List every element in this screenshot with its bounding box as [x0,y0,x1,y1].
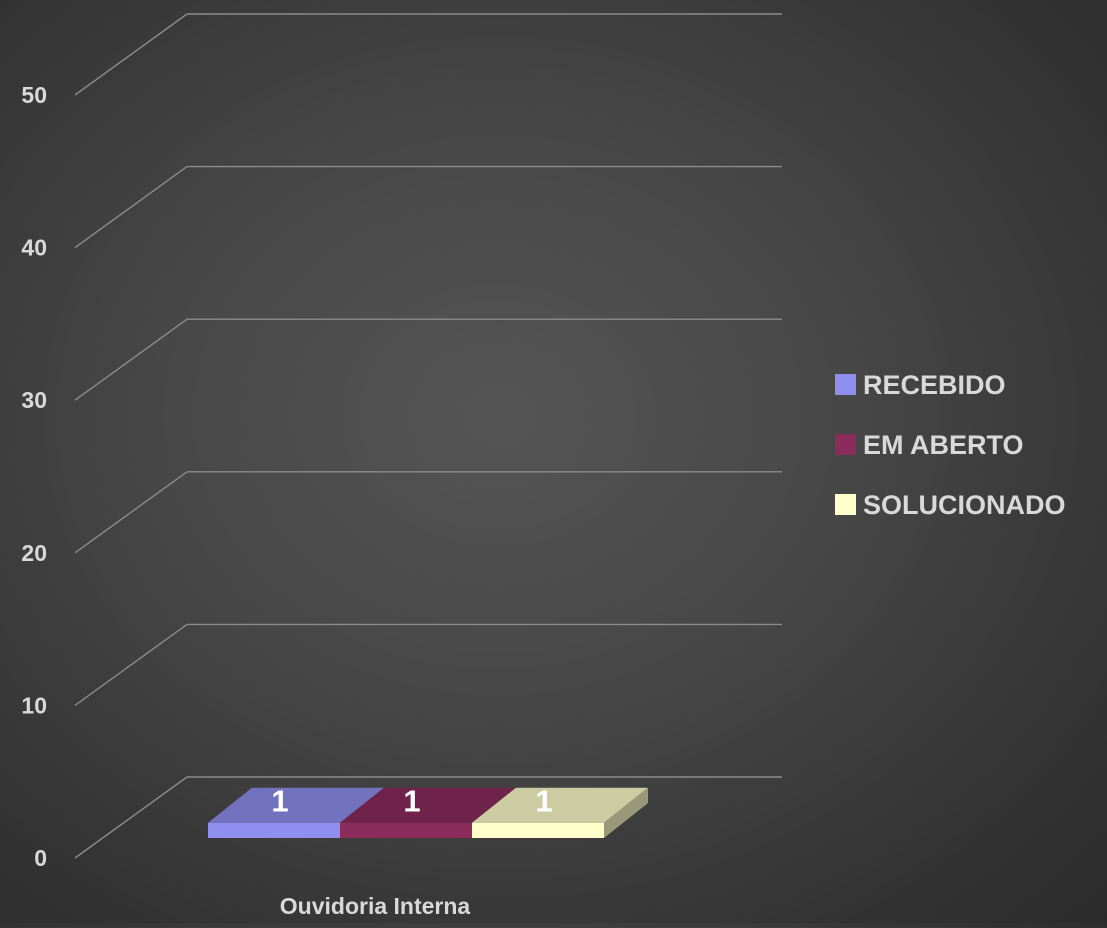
gridline-depth [74,471,188,554]
gridline-depth [74,318,188,401]
bar-recebido [208,787,384,838]
bar-front [472,822,604,838]
bar-top [208,787,384,823]
gridline-depth [74,776,188,859]
y-tick-label: 20 [21,540,47,566]
legend-swatch [835,374,856,395]
gridline-depth [74,166,188,249]
gridlines [74,13,782,859]
legend-item: SOLUCIONADO [835,490,1066,520]
y-tick-label: 10 [21,692,47,718]
legend-label: SOLUCIONADO [863,490,1066,520]
bar-em-aberto [340,787,516,838]
legend-swatch [835,434,856,455]
data-label: 1 [535,784,552,819]
bar-side [604,787,648,838]
legend-item: EM ABERTO [835,430,1024,460]
y-tick-label: 0 [34,845,47,871]
bar-top [340,787,516,823]
legend-label: EM ABERTO [863,430,1024,460]
legend-item: RECEBIDO [835,370,1006,400]
data-label: 1 [403,784,420,819]
gridline-depth [74,623,188,706]
legend-label: RECEBIDO [863,370,1006,400]
y-axis: 0 10 20 30 40 50 [21,82,47,871]
bar-top [472,787,648,823]
bar-solucionado [472,787,648,838]
bars [208,787,648,838]
data-label: 1 [271,784,288,819]
legend-swatch [835,494,856,515]
data-labels: 1 1 1 [271,784,552,819]
legend: RECEBIDO EM ABERTO SOLUCIONADO [835,370,1066,520]
y-tick-label: 30 [21,387,47,413]
y-tick-label: 50 [21,82,47,108]
gridline-depth [74,13,188,96]
bar-front [340,822,472,838]
bar-front [208,822,340,838]
y-tick-label: 40 [21,235,47,261]
x-category-label: Ouvidoria Interna [280,893,471,919]
